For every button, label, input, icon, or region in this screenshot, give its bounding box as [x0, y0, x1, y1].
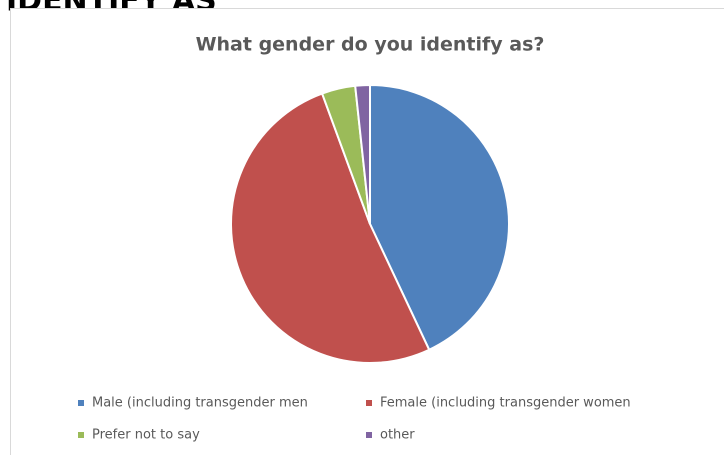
legend-label: other: [380, 428, 415, 443]
pie-slice: [354, 83, 371, 225]
legend-marker: [78, 432, 84, 438]
legend-marker: [366, 400, 372, 406]
legend-label: Female (including transgender women: [380, 396, 631, 411]
legend-label: Prefer not to say: [92, 428, 200, 443]
legend-marker: [78, 400, 84, 406]
chart-title: What gender do you identify as?: [196, 34, 545, 56]
legend-label: Male (including transgender men: [92, 396, 308, 411]
legend-marker: [366, 432, 372, 438]
pie-slice: [369, 83, 510, 352]
pie-slice: [230, 92, 431, 364]
